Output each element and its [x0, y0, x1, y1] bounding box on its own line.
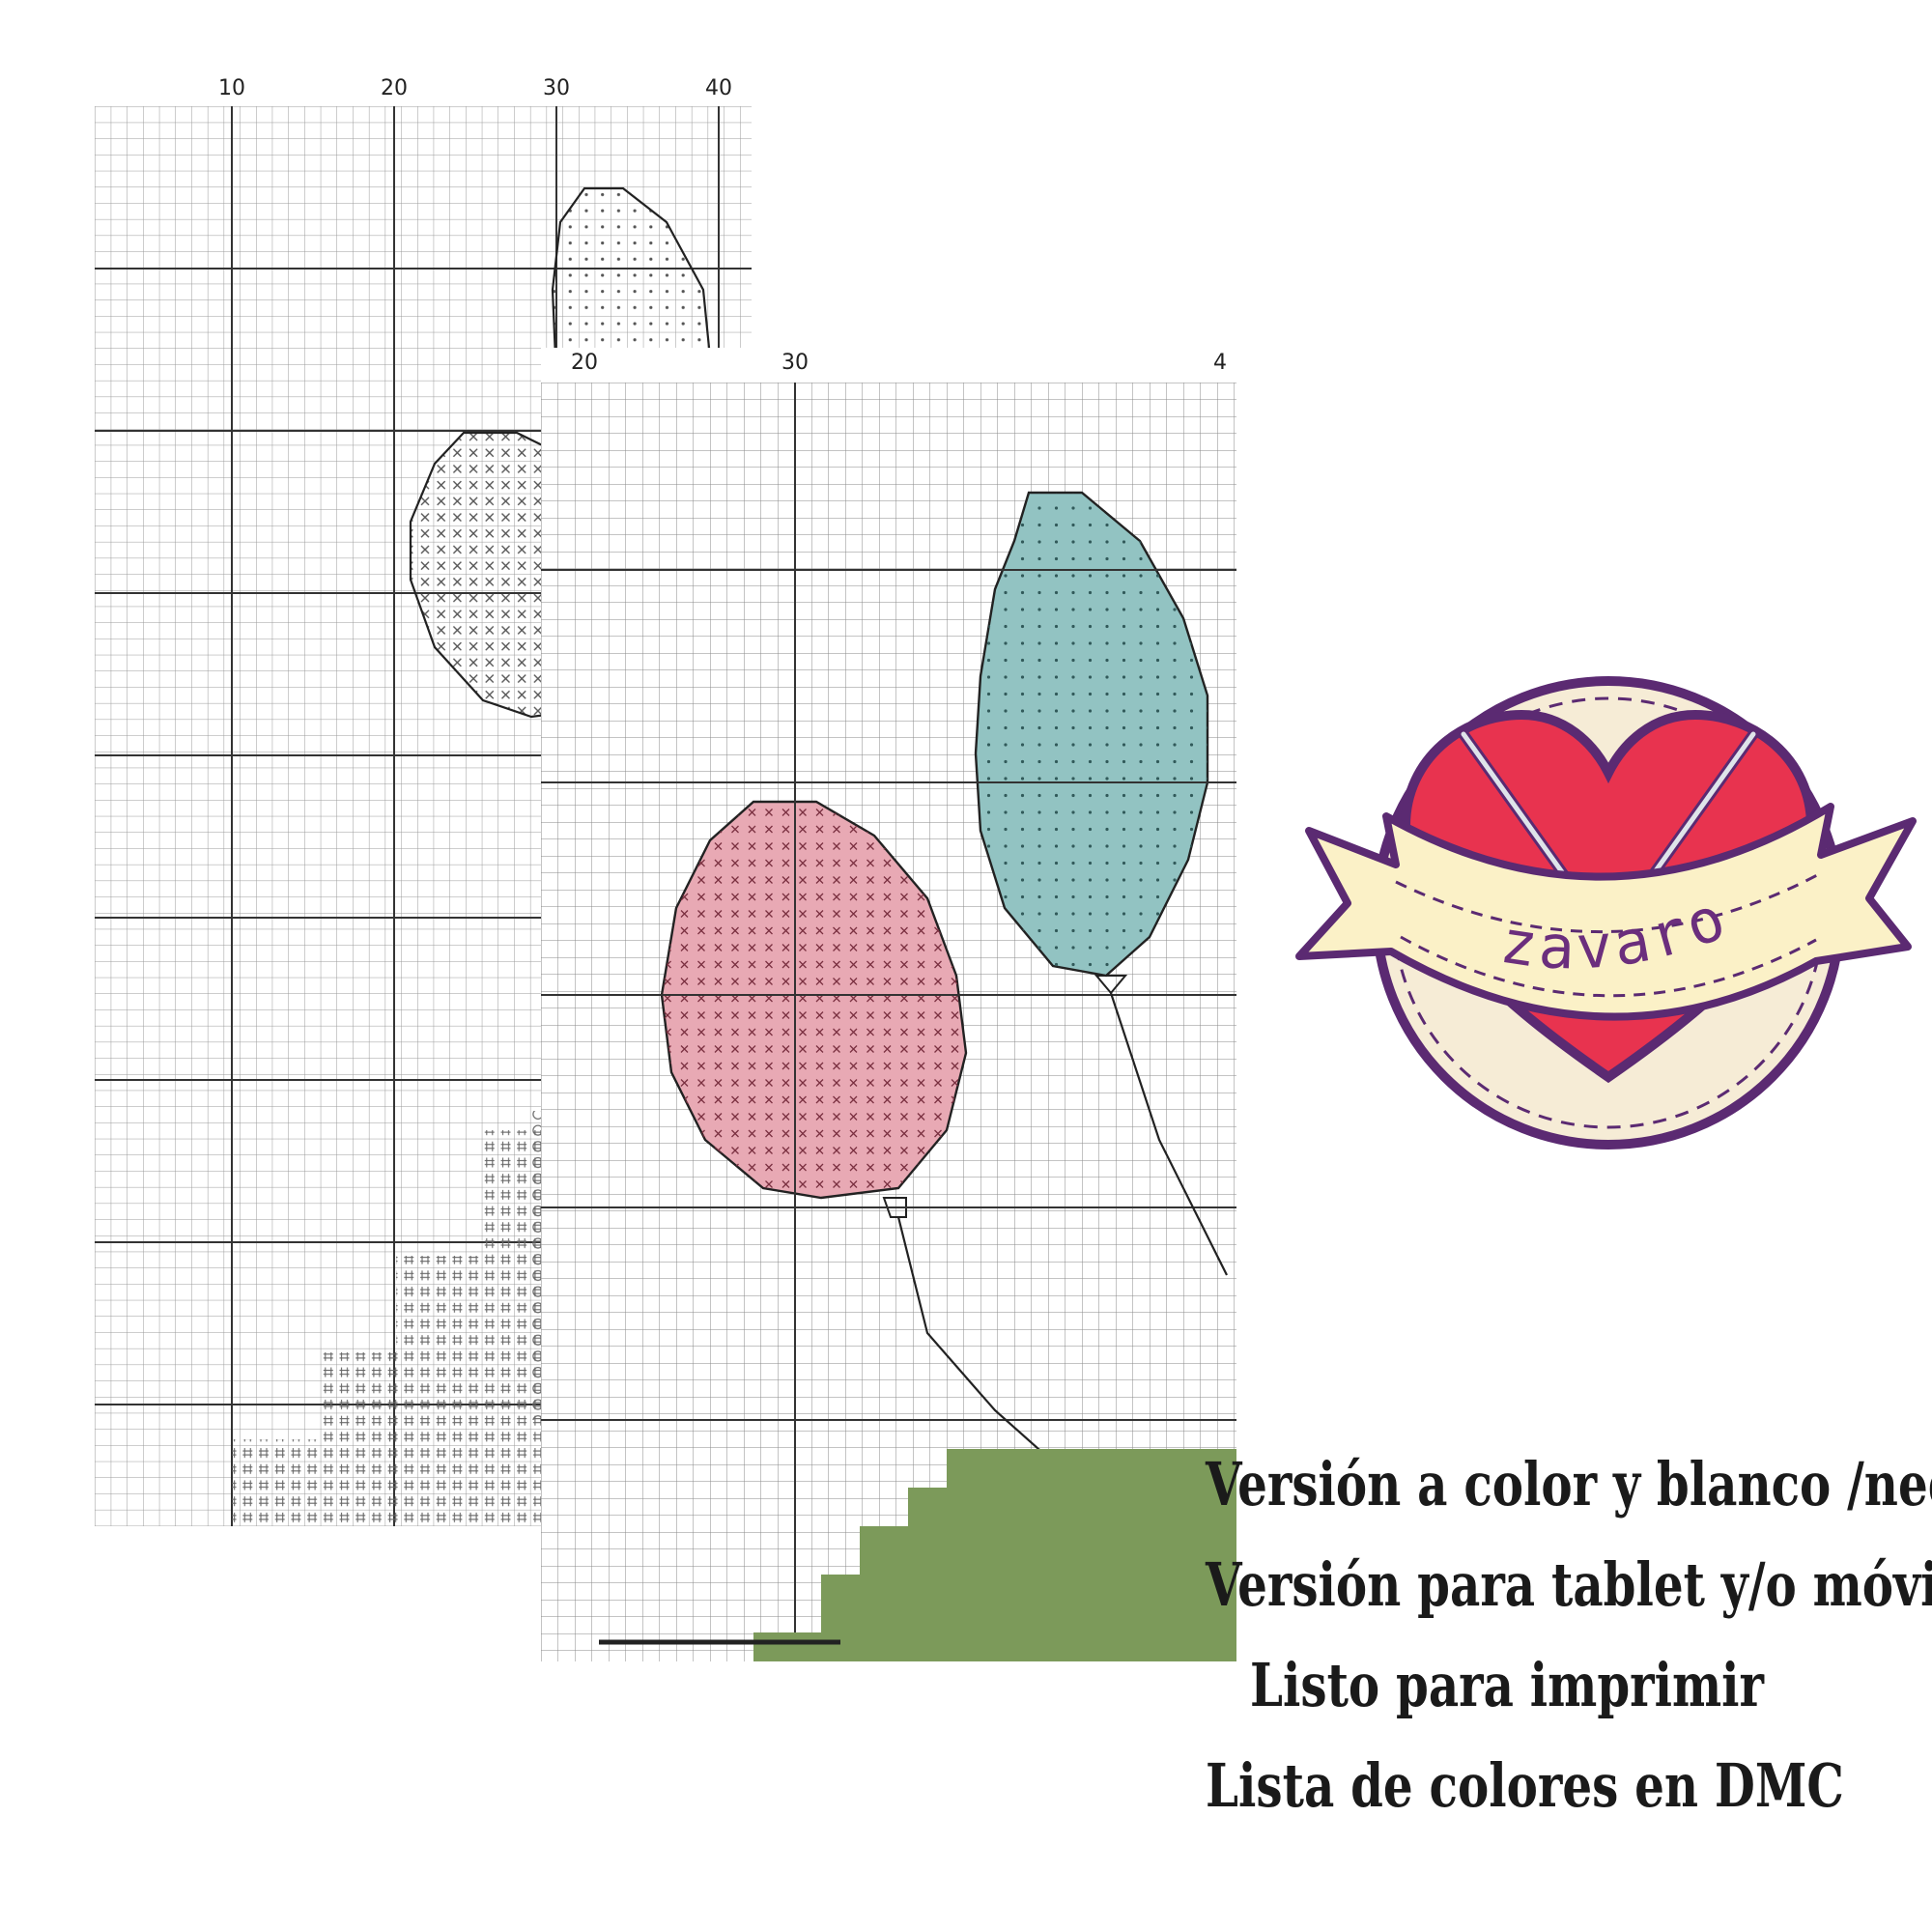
feature-dmc-colors: Lista de colores en DMC	[1206, 1750, 1844, 1821]
logo-ribbon	[1295, 803, 1917, 1021]
feature-print-ready: Listo para imprimir	[1249, 1650, 1765, 1720]
green-hill	[753, 1449, 1236, 1661]
feature-color-bw: Versión a color y blanco /negro	[1206, 1449, 1932, 1519]
feature-list: Versión a color y blanco /negro Versión …	[1121, 1434, 1932, 1836]
teal-balloon-pattern	[976, 493, 1208, 976]
color-tick-30: 30	[781, 351, 809, 375]
color-pattern-chart: 20 30 4	[541, 348, 1236, 1661]
ribbon-stitch-bottom	[1400, 935, 1817, 998]
ribbon-stitch-top	[1395, 872, 1820, 933]
teal-string	[1109, 992, 1228, 1276]
bw-tick-20: 20	[381, 76, 408, 100]
teal-balloon-knot	[1094, 975, 1128, 995]
color-tick-labels: 20 30 4	[571, 351, 1227, 375]
feature-tablet-mobile: Versión para tablet y/o móvil	[1206, 1549, 1932, 1620]
bw-tick-10: 10	[218, 76, 245, 100]
color-tick-20: 20	[571, 351, 598, 375]
zavaro-logo: zavaro	[1295, 676, 1917, 1149]
bw-tick-30: 30	[543, 76, 570, 100]
color-tick-40: 4	[1213, 351, 1227, 375]
color-major-lines	[541, 383, 1236, 1661]
bw-tick-40: 40	[705, 76, 732, 100]
bw-tick-labels: 10 20 30 40	[218, 76, 732, 100]
pink-balloon-pattern	[662, 802, 966, 1198]
pink-balloon-knot	[882, 1197, 907, 1218]
